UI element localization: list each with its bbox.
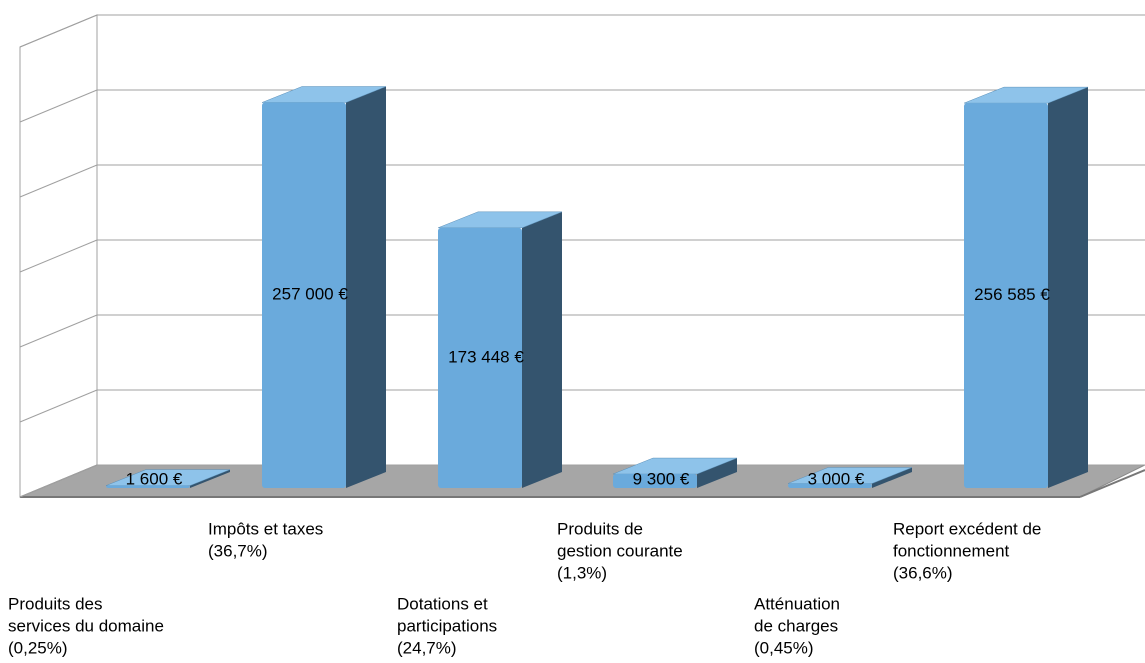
x-tick-label: Atténuation	[754, 594, 840, 613]
x-tick-label: de charges	[754, 616, 838, 635]
grid-line	[19, 314, 98, 348]
x-tick-label: (0,25%)	[8, 638, 68, 657]
value-label: 9 300 €	[633, 469, 690, 488]
x-tick-label: (1,3%)	[557, 563, 607, 582]
grid-line	[19, 239, 98, 273]
bar	[788, 483, 872, 488]
x-tick-label: (24,7%)	[397, 638, 457, 657]
grid-line	[19, 464, 98, 498]
bar-side	[522, 211, 562, 488]
grid-line	[19, 89, 98, 123]
value-label: 257 000 €	[272, 285, 348, 304]
bar	[106, 485, 190, 488]
value-label: 173 448 €	[448, 347, 524, 366]
x-tick-label: Dotations et	[397, 594, 488, 613]
x-tick-label: Impôts et taxes	[208, 519, 323, 538]
value-label: 1 600 €	[126, 469, 183, 488]
value-label: 3 000 €	[808, 469, 865, 488]
bar-side	[872, 467, 912, 488]
grid-line	[19, 389, 98, 423]
x-tick-label: (0,45%)	[754, 638, 814, 657]
bar-side	[346, 86, 386, 488]
x-tick-label: (36,7%)	[208, 541, 268, 560]
bar	[613, 474, 697, 488]
x-tick-label: fonctionnement	[893, 541, 1010, 560]
bar-side	[1048, 87, 1088, 488]
grid-line	[19, 14, 98, 48]
x-tick-label: participations	[397, 616, 497, 635]
bar-side	[697, 458, 737, 488]
bar-side	[190, 469, 230, 488]
grid-line	[19, 164, 98, 198]
x-tick-label: Produits des	[8, 594, 103, 613]
value-label: 256 585 €	[974, 285, 1050, 304]
x-tick-label: Produits de	[557, 519, 643, 538]
bar	[262, 102, 346, 488]
floor-edge	[1079, 469, 1145, 498]
x-tick-label: services du domaine	[8, 616, 164, 635]
bar	[964, 103, 1048, 488]
x-tick-label: (36,6%)	[893, 563, 953, 582]
x-tick-label: Report excédent de	[893, 519, 1041, 538]
x-tick-label: gestion courante	[557, 541, 683, 560]
bar-top	[963, 86, 1089, 104]
bar	[438, 227, 522, 488]
